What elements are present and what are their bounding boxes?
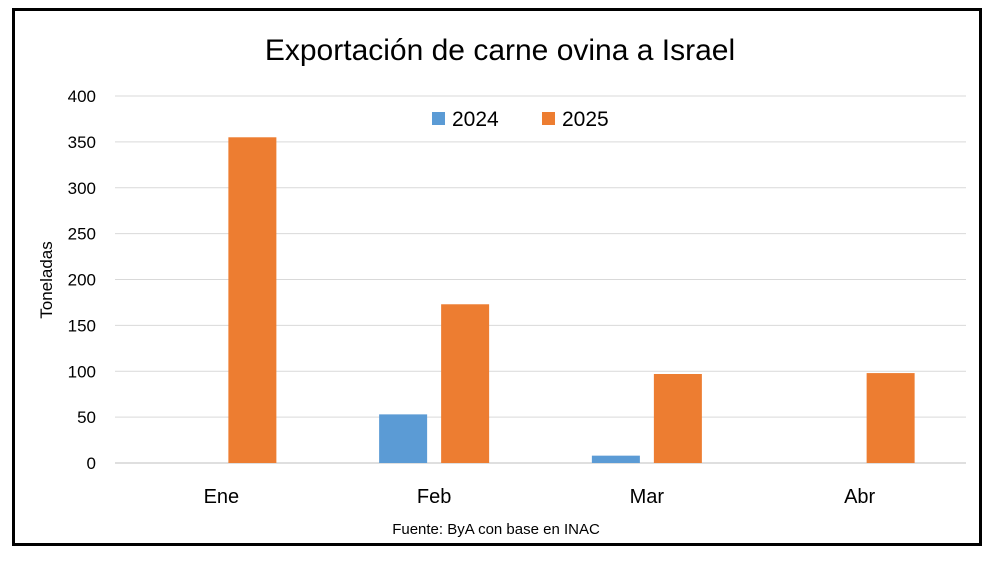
bar-2025-Feb (441, 304, 490, 463)
bar-2024-Mar (591, 455, 640, 463)
bar-2024-Feb (379, 414, 428, 463)
chart-frame (12, 8, 982, 546)
x-category-label: Mar (630, 486, 665, 508)
x-category-label: Abr (844, 486, 875, 508)
bar-2025-Mar (653, 374, 702, 463)
y-tick-label: 150 (68, 316, 96, 335)
legend: 2024 2025 (432, 108, 609, 131)
chart-title: Exportación de carne ovina a Israel (265, 34, 735, 67)
legend-swatch-2024 (432, 112, 445, 125)
x-axis-categories: Ene Feb Mar Abr (204, 486, 876, 508)
y-tick-label: 200 (68, 271, 96, 290)
bar-2025-Abr (866, 373, 915, 463)
x-category-label: Ene (204, 486, 240, 508)
y-axis-label: Toneladas (37, 241, 56, 319)
source-note: Fuente: ByA con base en INAC (392, 521, 600, 538)
y-tick-label: 100 (68, 362, 96, 381)
y-tick-label: 250 (68, 225, 96, 244)
y-tick-label: 350 (68, 133, 96, 152)
bar-2025-Ene (228, 137, 277, 463)
bars (228, 137, 915, 463)
x-category-label: Feb (417, 486, 451, 508)
y-axis-ticks: 0 50 100 150 200 250 300 350 400 (68, 87, 96, 473)
legend-label: 2024 (452, 108, 499, 131)
y-tick-label: 400 (68, 87, 96, 106)
y-tick-label: 50 (77, 408, 96, 427)
legend-swatch-2025 (542, 112, 555, 125)
y-tick-label: 300 (68, 179, 96, 198)
y-tick-label: 0 (87, 454, 96, 473)
legend-label: 2025 (562, 108, 609, 131)
